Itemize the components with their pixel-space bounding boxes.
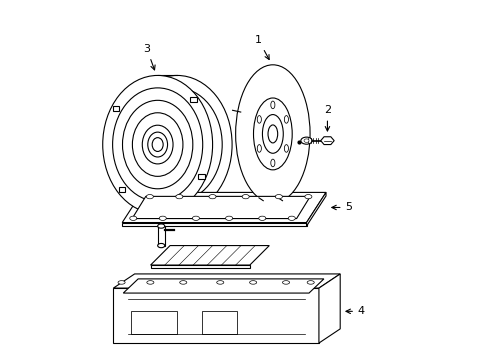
Ellipse shape <box>304 139 308 143</box>
Polygon shape <box>318 274 340 343</box>
Ellipse shape <box>282 281 289 284</box>
Ellipse shape <box>157 224 164 228</box>
FancyBboxPatch shape <box>119 187 125 192</box>
Ellipse shape <box>180 281 186 284</box>
Ellipse shape <box>142 125 173 164</box>
Ellipse shape <box>192 216 199 220</box>
Ellipse shape <box>300 137 311 144</box>
Ellipse shape <box>284 145 288 152</box>
Ellipse shape <box>157 243 164 248</box>
Ellipse shape <box>306 281 314 284</box>
FancyBboxPatch shape <box>198 174 204 179</box>
Ellipse shape <box>270 159 274 167</box>
Ellipse shape <box>249 281 256 284</box>
Ellipse shape <box>129 216 137 220</box>
Ellipse shape <box>304 194 311 199</box>
Ellipse shape <box>112 88 203 201</box>
Polygon shape <box>113 274 340 288</box>
Polygon shape <box>122 192 325 222</box>
Polygon shape <box>150 265 249 268</box>
Ellipse shape <box>122 100 192 189</box>
Polygon shape <box>113 288 318 343</box>
Polygon shape <box>122 222 306 226</box>
Ellipse shape <box>132 88 222 201</box>
Ellipse shape <box>275 194 282 199</box>
Ellipse shape <box>253 98 292 170</box>
Ellipse shape <box>132 113 183 176</box>
Ellipse shape <box>284 116 288 123</box>
Text: 2: 2 <box>323 105 330 131</box>
Polygon shape <box>320 137 333 145</box>
Ellipse shape <box>159 216 166 220</box>
Text: 4: 4 <box>346 306 365 316</box>
Ellipse shape <box>147 132 167 157</box>
Ellipse shape <box>262 114 283 153</box>
Ellipse shape <box>175 194 183 199</box>
FancyBboxPatch shape <box>190 97 196 102</box>
Ellipse shape <box>267 125 277 143</box>
Ellipse shape <box>258 216 265 220</box>
Text: 3: 3 <box>143 44 155 70</box>
Polygon shape <box>157 226 164 246</box>
Ellipse shape <box>225 216 232 220</box>
Ellipse shape <box>235 65 309 203</box>
Ellipse shape <box>257 145 261 152</box>
Text: 1: 1 <box>255 35 268 59</box>
Ellipse shape <box>146 194 153 199</box>
Ellipse shape <box>146 281 154 284</box>
Ellipse shape <box>270 101 274 109</box>
Ellipse shape <box>242 194 249 199</box>
Ellipse shape <box>102 76 212 214</box>
Ellipse shape <box>216 281 224 284</box>
Text: 6: 6 <box>224 251 251 261</box>
Ellipse shape <box>208 194 216 199</box>
Ellipse shape <box>257 116 261 123</box>
Polygon shape <box>306 192 325 226</box>
Bar <box>202 311 237 334</box>
Ellipse shape <box>287 216 295 220</box>
Bar <box>131 311 177 334</box>
Polygon shape <box>123 279 323 293</box>
Polygon shape <box>132 196 309 219</box>
Polygon shape <box>150 246 269 265</box>
Ellipse shape <box>152 138 163 152</box>
Text: 5: 5 <box>331 202 352 212</box>
FancyBboxPatch shape <box>113 105 119 111</box>
Ellipse shape <box>118 281 125 284</box>
Ellipse shape <box>142 100 212 189</box>
Ellipse shape <box>122 76 232 214</box>
